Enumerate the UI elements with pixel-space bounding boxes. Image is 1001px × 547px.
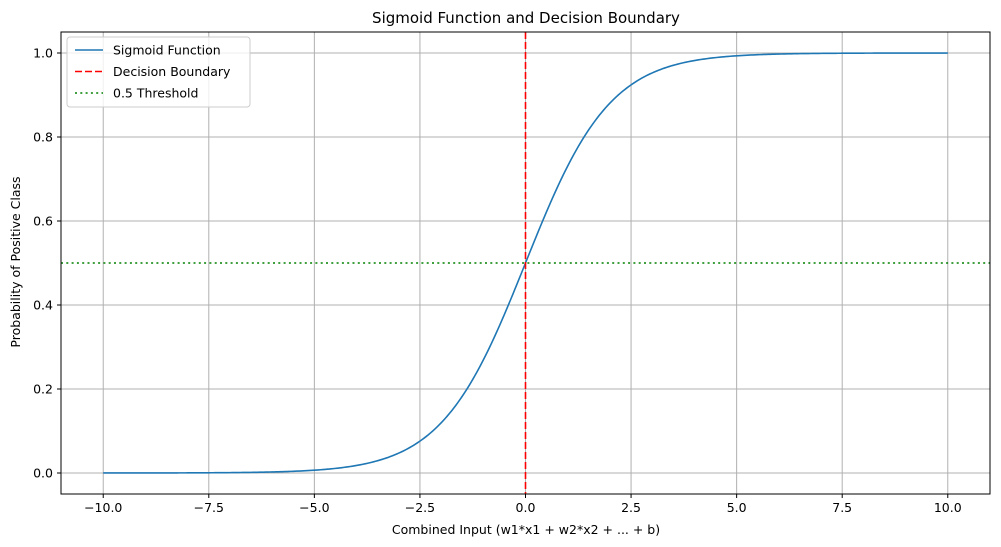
y-axis: 0.0 0.2 0.4 0.6 0.8 1.0 bbox=[33, 46, 61, 481]
y-tick-label: 0.0 bbox=[33, 466, 53, 481]
legend-decision-boundary: Decision Boundary bbox=[75, 64, 231, 79]
y-tick-label: 0.2 bbox=[33, 382, 53, 397]
x-tick-label: −10.0 bbox=[84, 500, 122, 515]
x-tick-label: 5.0 bbox=[727, 500, 747, 515]
series-layer bbox=[61, 32, 990, 494]
x-tick-label: −7.5 bbox=[194, 500, 224, 515]
y-tick-label: 0.8 bbox=[33, 130, 53, 145]
x-tick-label: 7.5 bbox=[832, 500, 852, 515]
legend-sigmoid: Sigmoid Function bbox=[75, 43, 221, 58]
x-tick-label: −2.5 bbox=[405, 500, 435, 515]
legend-label: Sigmoid Function bbox=[113, 43, 221, 58]
x-tick-label: 10.0 bbox=[934, 500, 962, 515]
x-tick-label: 2.5 bbox=[621, 500, 641, 515]
x-axis: −10.0 −7.5 −5.0 −2.5 0.0 2.5 5.0 7.5 10.0 bbox=[84, 494, 962, 515]
y-axis-label: Probability of Positive Class bbox=[8, 176, 23, 347]
chart-title: Sigmoid Function and Decision Boundary bbox=[372, 9, 680, 27]
legend-box bbox=[66, 36, 251, 108]
y-tick-label: 0.6 bbox=[33, 214, 53, 229]
x-axis-label: Combined Input (w1*x1 + w2*x2 + ... + b) bbox=[392, 522, 660, 537]
x-tick-label: 0.0 bbox=[516, 500, 536, 515]
legend-label: Decision Boundary bbox=[113, 64, 231, 79]
legend-threshold: 0.5 Threshold bbox=[75, 86, 198, 101]
x-tick-label: −5.0 bbox=[299, 500, 329, 515]
y-tick-label: 1.0 bbox=[33, 46, 53, 61]
legend-label: 0.5 Threshold bbox=[113, 86, 198, 101]
legend: Sigmoid Function Decision Boundary 0.5 Thr… bbox=[66, 36, 251, 108]
y-tick-label: 0.4 bbox=[33, 298, 53, 313]
